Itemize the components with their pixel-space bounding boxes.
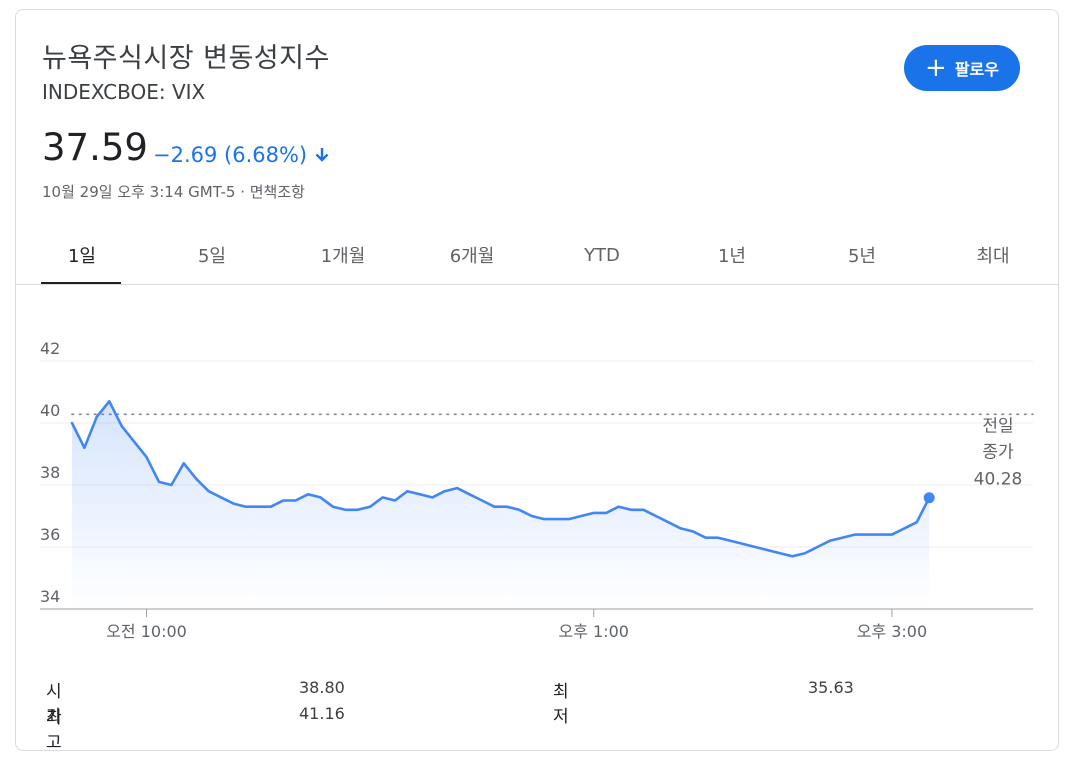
last-price-point [923, 492, 935, 504]
stat-open-label: 시가 [46, 682, 62, 727]
y-tick-label: 40 [40, 401, 60, 420]
arrow-down-icon [315, 148, 329, 162]
tab-label: 5년 [847, 246, 876, 267]
tab-5y[interactable]: 5년 [812, 225, 912, 285]
stat-high-label: 최고 [46, 708, 62, 753]
price-change: −2.69 (6.68%) [153, 143, 331, 167]
tab-label: 1일 [67, 246, 96, 267]
range-tabs: 1일 5일 1개월 6개월 YTD 1년 5년 최대 [16, 225, 1060, 285]
series-line [70, 400, 931, 558]
follow-button[interactable]: + 팔로우 [904, 45, 1020, 91]
active-tab-indicator [41, 282, 121, 285]
tab-max[interactable]: 최대 [943, 225, 1043, 285]
x-tick-label: 오후 3:00 [857, 622, 927, 641]
y-tick-label: 42 [40, 339, 60, 358]
tab-label: 1년 [717, 246, 746, 267]
tab-label: 6개월 [449, 246, 495, 267]
tab-1y[interactable]: 1년 [682, 225, 782, 285]
tabs-divider [16, 284, 1058, 285]
prev-close-label: 종가 [982, 442, 1014, 462]
prev-close-label: 전일 [982, 416, 1013, 436]
y-tick-label: 38 [40, 463, 60, 482]
page-title: 뉴욕주식시장 변동성지수 [42, 43, 330, 74]
price-change-value: −2.69 (6.68%) [153, 143, 308, 167]
quote-card: 뉴욕주식시장 변동성지수 INDEXCBOE: VIX + 팔로우 37.59 … [15, 9, 1059, 751]
stat-low-label: 최저 [553, 682, 569, 727]
y-tick-label: 34 [40, 587, 60, 606]
tab-label: 5일 [197, 246, 226, 267]
stat-open-value: 38.80 [299, 678, 345, 697]
ticker-symbol: INDEXCBOE: VIX [42, 80, 206, 104]
tab-ytd[interactable]: YTD [552, 225, 652, 285]
tab-label: YTD [584, 244, 620, 266]
tab-1m[interactable]: 1개월 [293, 225, 393, 285]
tab-1d[interactable]: 1일 [32, 225, 132, 285]
x-tick-label: 오전 10:00 [106, 622, 187, 641]
stat-low-value: 35.63 [808, 678, 854, 697]
quote-timestamp: 10월 29일 오후 3:14 GMT-5 · 면책조항 [42, 183, 305, 201]
current-price: 37.59 [42, 126, 148, 169]
tab-label: 1개월 [320, 246, 366, 267]
series-area [72, 401, 930, 609]
plus-icon: + [925, 53, 947, 83]
y-tick-label: 36 [40, 525, 60, 544]
tab-label: 최대 [976, 246, 1010, 267]
stat-high-value: 41.16 [299, 704, 345, 723]
x-tick-label: 오후 1:00 [559, 622, 629, 641]
tab-5d[interactable]: 5일 [162, 225, 262, 285]
tab-6m[interactable]: 6개월 [422, 225, 522, 285]
follow-label: 팔로우 [954, 60, 999, 79]
prev-close-value: 40.28 [974, 469, 1023, 489]
